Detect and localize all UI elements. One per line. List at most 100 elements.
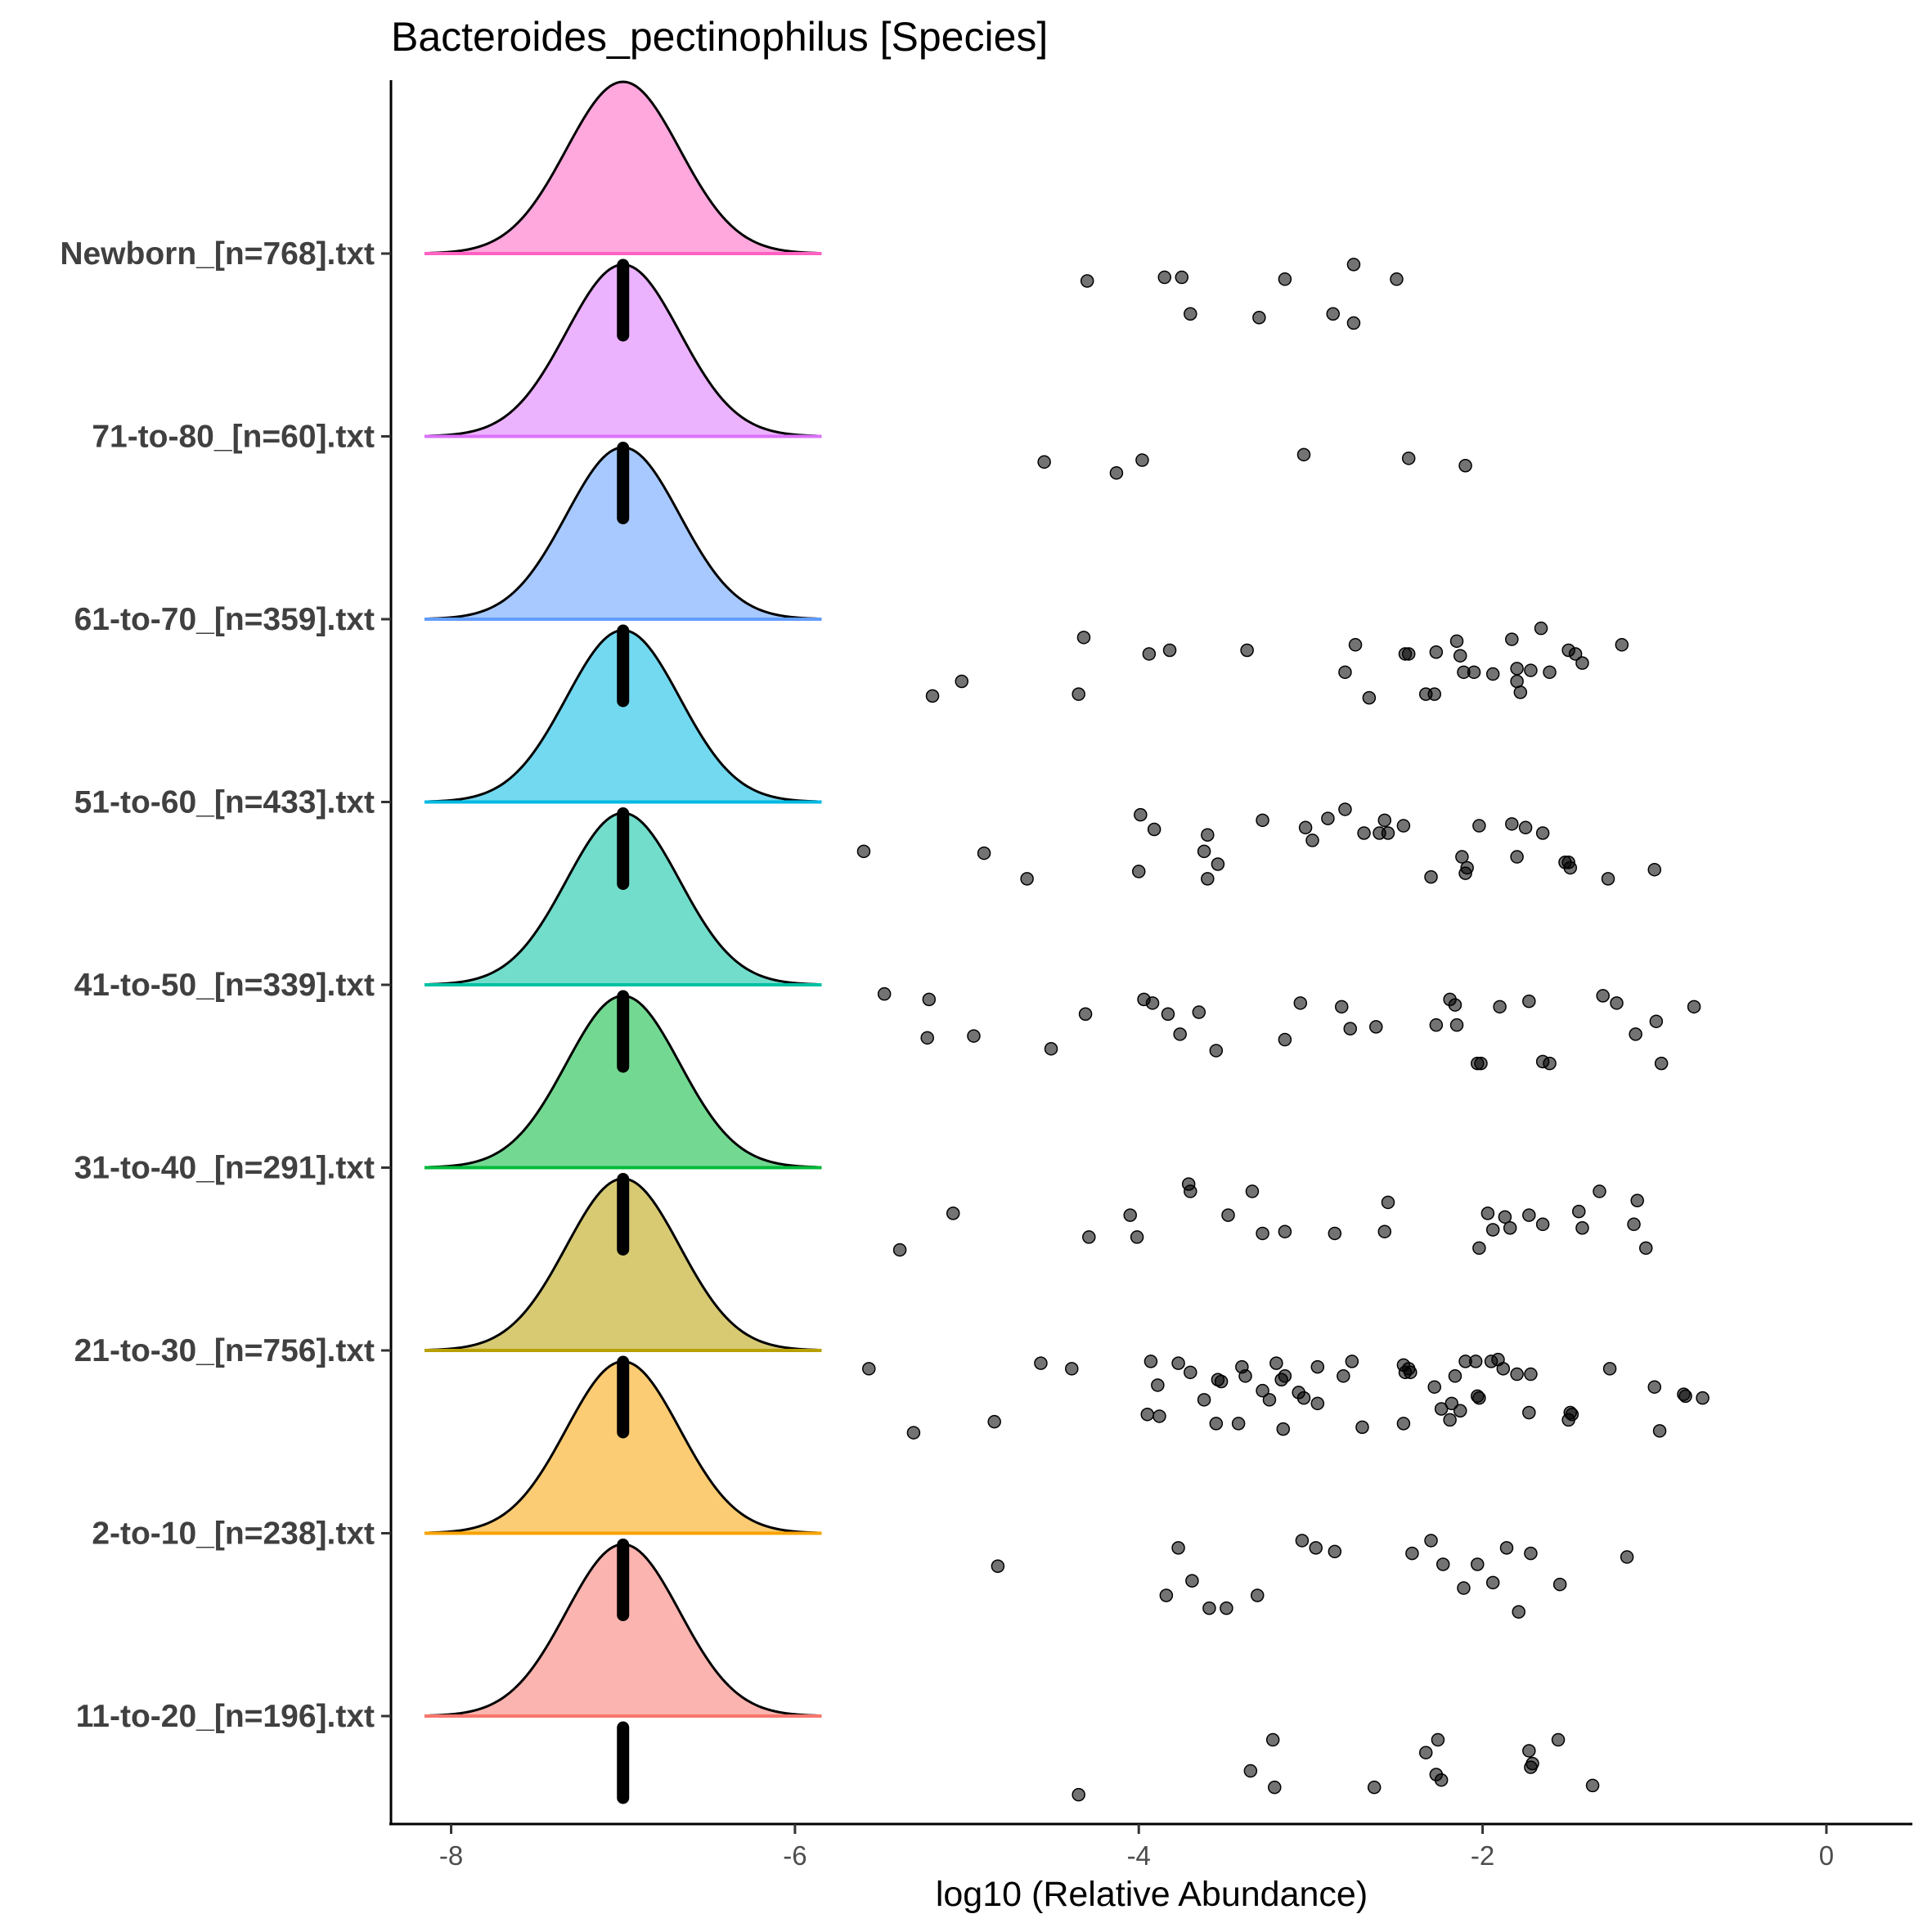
x-tick-label: -6 bbox=[783, 1840, 806, 1871]
series-5-point bbox=[1192, 1005, 1206, 1019]
series-4-point bbox=[1321, 811, 1335, 825]
series-1-density-fill bbox=[424, 82, 822, 254]
series-7-point bbox=[1345, 1355, 1359, 1368]
series-6-point bbox=[1480, 1206, 1495, 1220]
series-8-point bbox=[1328, 1544, 1342, 1559]
series-5-point bbox=[1293, 996, 1308, 1010]
series-7-point bbox=[1396, 1417, 1411, 1431]
series-9-point bbox=[1585, 1778, 1600, 1793]
series-8-point bbox=[1512, 1605, 1525, 1619]
series-4-point bbox=[1338, 802, 1352, 816]
series-7-point bbox=[1472, 1391, 1486, 1405]
series-7-point bbox=[906, 1426, 921, 1440]
series-7-point bbox=[1522, 1405, 1536, 1420]
series-8-point bbox=[1524, 1546, 1538, 1561]
series-4-point bbox=[1134, 807, 1148, 822]
series-4-point bbox=[1460, 860, 1474, 875]
series-1-density-outline bbox=[424, 80, 822, 255]
series-1-point bbox=[1175, 270, 1189, 285]
series-7-density-fill bbox=[424, 1179, 822, 1350]
series-5-point bbox=[877, 986, 892, 1001]
series-6-point bbox=[1256, 1226, 1269, 1241]
series-7-point bbox=[1238, 1369, 1252, 1383]
series-5-point bbox=[1596, 989, 1610, 1003]
series-5-point bbox=[922, 992, 937, 1007]
series-3-point bbox=[925, 689, 940, 703]
series-3-point bbox=[1142, 647, 1157, 661]
series-7-point bbox=[1310, 1359, 1325, 1374]
series-4-point bbox=[977, 846, 991, 860]
series-6-point bbox=[1278, 1224, 1292, 1238]
series-5-point bbox=[1429, 1018, 1444, 1032]
y-tick-label: 41-to-50_[n=339].txt bbox=[74, 968, 375, 1003]
series-7-point bbox=[1152, 1409, 1166, 1423]
series-3-point bbox=[1162, 643, 1177, 658]
series-6-point bbox=[1575, 1221, 1589, 1235]
series-6-point bbox=[1184, 1184, 1197, 1198]
series-5-density-fill bbox=[424, 813, 822, 985]
series-3-point bbox=[1524, 663, 1538, 677]
series-7-point bbox=[1143, 1355, 1158, 1368]
series-2-point bbox=[1458, 459, 1472, 473]
series-3-point bbox=[1427, 687, 1441, 701]
series-7-point bbox=[1278, 1369, 1292, 1383]
series-4-point bbox=[1510, 850, 1524, 864]
y-tick-label: 61-to-70_[n=359].txt bbox=[74, 602, 375, 637]
series-7-point bbox=[1269, 1356, 1283, 1370]
series-7-point bbox=[1140, 1407, 1154, 1422]
series-2-point bbox=[1037, 455, 1051, 470]
series-2-density-fill bbox=[424, 264, 822, 437]
series-7-point bbox=[1453, 1404, 1467, 1418]
series-7-point bbox=[1510, 1367, 1524, 1382]
series-4-point bbox=[1518, 820, 1533, 835]
x-axis: -8 -6 -4 -2 0 bbox=[439, 1824, 1834, 1871]
series-4-point bbox=[1472, 819, 1486, 833]
series-4-point bbox=[1505, 817, 1519, 831]
y-tick-label: 2-to-10_[n=238].txt bbox=[92, 1516, 375, 1552]
series-8-point bbox=[1202, 1601, 1216, 1615]
series-4-point bbox=[1563, 860, 1578, 875]
series-5-point bbox=[1522, 994, 1536, 1009]
x-axis-label: log10 (Relative Abundance) bbox=[936, 1875, 1368, 1914]
series-4-point bbox=[1256, 813, 1269, 828]
series-4-point bbox=[1601, 872, 1615, 886]
series-3-point bbox=[1240, 643, 1254, 658]
series-7-point bbox=[1524, 1367, 1538, 1382]
series-4-point bbox=[1647, 862, 1661, 877]
y-tick-label: 31-to-40_[n=291].txt bbox=[74, 1151, 375, 1186]
series-7-point bbox=[1209, 1417, 1224, 1431]
y-tick-label: 21-to-30_[n=756].txt bbox=[74, 1333, 375, 1368]
series-9-point bbox=[1434, 1772, 1449, 1787]
series-4-point bbox=[1197, 844, 1211, 859]
series-5-point bbox=[1334, 1000, 1349, 1014]
series-7-point bbox=[1151, 1378, 1165, 1392]
series-9-point bbox=[1522, 1744, 1536, 1758]
y-tick-label: 51-to-60_[n=433].txt bbox=[74, 785, 375, 820]
series-6-point bbox=[1082, 1230, 1096, 1244]
series-7-point bbox=[1427, 1380, 1441, 1394]
series-6-point bbox=[892, 1242, 907, 1257]
series-9-density-fill bbox=[424, 1544, 822, 1716]
series-4-point bbox=[1201, 828, 1215, 842]
series-4-point bbox=[856, 844, 871, 859]
series-5-point bbox=[1078, 1007, 1093, 1022]
series-6-point bbox=[1572, 1204, 1586, 1219]
series-7-point bbox=[1696, 1391, 1710, 1405]
series-7-point bbox=[1065, 1362, 1079, 1376]
series-1-point bbox=[1184, 307, 1197, 321]
series-7-point bbox=[1171, 1356, 1185, 1370]
series-4-point bbox=[1535, 826, 1550, 840]
series-3-point bbox=[1534, 621, 1548, 636]
series-3-density-fill bbox=[424, 447, 822, 619]
series-7-point bbox=[1310, 1396, 1325, 1411]
series-1-point bbox=[1080, 274, 1094, 288]
series-3-point bbox=[1401, 647, 1416, 661]
series-5-point bbox=[1654, 1056, 1669, 1071]
series-7-point bbox=[1652, 1424, 1667, 1438]
series-9-point bbox=[1524, 1760, 1538, 1774]
series-9-point bbox=[1418, 1746, 1433, 1759]
series-4-point bbox=[1396, 819, 1411, 833]
series-2-point bbox=[1109, 465, 1124, 480]
series-9-point bbox=[1243, 1764, 1258, 1778]
